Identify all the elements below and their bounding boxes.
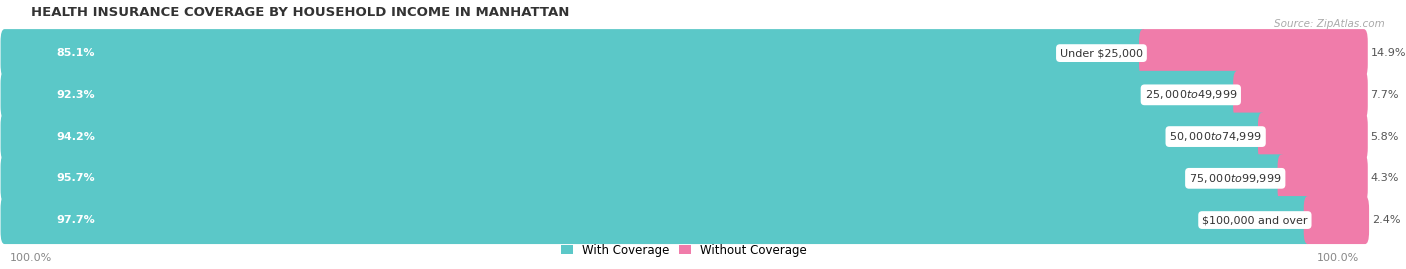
Text: 95.7%: 95.7% bbox=[56, 173, 96, 183]
FancyBboxPatch shape bbox=[4, 163, 1364, 194]
Text: 7.7%: 7.7% bbox=[1371, 90, 1399, 100]
Text: $75,000 to $99,999: $75,000 to $99,999 bbox=[1189, 172, 1281, 185]
Text: Under $25,000: Under $25,000 bbox=[1060, 48, 1143, 58]
FancyBboxPatch shape bbox=[0, 113, 1265, 161]
Text: 2.4%: 2.4% bbox=[1372, 215, 1400, 225]
FancyBboxPatch shape bbox=[4, 79, 1364, 111]
FancyBboxPatch shape bbox=[0, 29, 1147, 77]
Text: 14.9%: 14.9% bbox=[1371, 48, 1406, 58]
Legend: With Coverage, Without Coverage: With Coverage, Without Coverage bbox=[557, 239, 811, 261]
Text: $25,000 to $49,999: $25,000 to $49,999 bbox=[1144, 88, 1237, 101]
FancyBboxPatch shape bbox=[4, 204, 1364, 236]
FancyBboxPatch shape bbox=[1258, 113, 1368, 161]
FancyBboxPatch shape bbox=[4, 37, 1364, 69]
Text: $50,000 to $74,999: $50,000 to $74,999 bbox=[1170, 130, 1263, 143]
FancyBboxPatch shape bbox=[0, 71, 1241, 119]
Text: 92.3%: 92.3% bbox=[56, 90, 96, 100]
Text: 97.7%: 97.7% bbox=[56, 215, 96, 225]
Text: $100,000 and over: $100,000 and over bbox=[1202, 215, 1308, 225]
Text: 5.8%: 5.8% bbox=[1371, 132, 1399, 141]
FancyBboxPatch shape bbox=[1139, 29, 1368, 77]
Text: Source: ZipAtlas.com: Source: ZipAtlas.com bbox=[1274, 19, 1385, 29]
FancyBboxPatch shape bbox=[0, 154, 1285, 202]
FancyBboxPatch shape bbox=[0, 196, 1312, 244]
FancyBboxPatch shape bbox=[1278, 154, 1368, 202]
FancyBboxPatch shape bbox=[4, 121, 1364, 152]
Text: 94.2%: 94.2% bbox=[56, 132, 96, 141]
Text: 4.3%: 4.3% bbox=[1371, 173, 1399, 183]
Text: HEALTH INSURANCE COVERAGE BY HOUSEHOLD INCOME IN MANHATTAN: HEALTH INSURANCE COVERAGE BY HOUSEHOLD I… bbox=[31, 6, 569, 19]
FancyBboxPatch shape bbox=[1303, 196, 1369, 244]
Text: 85.1%: 85.1% bbox=[56, 48, 96, 58]
FancyBboxPatch shape bbox=[1233, 71, 1368, 119]
